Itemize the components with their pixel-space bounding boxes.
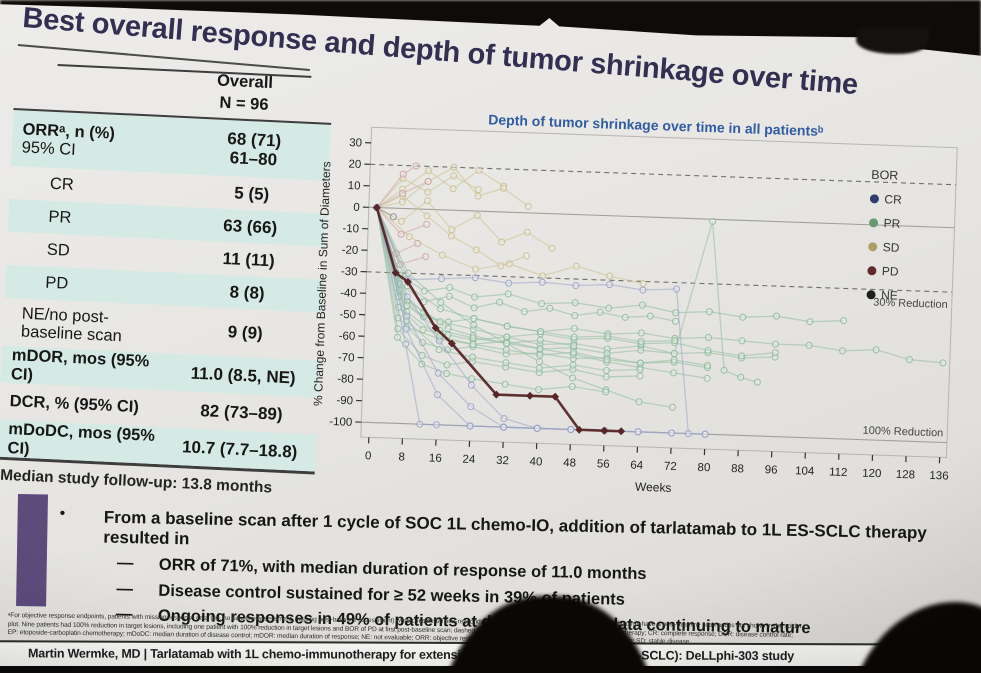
y-tick-label: -40: [340, 287, 357, 300]
reference-line: [366, 271, 953, 293]
legend-dot: [869, 194, 879, 204]
y-tick-label: 10: [348, 180, 361, 192]
legend-dot: [869, 218, 879, 228]
x-tick-label: 24: [462, 454, 476, 466]
legend-dot: [866, 290, 876, 300]
x-tick-label: 40: [529, 456, 542, 468]
x-tick-label: 48: [563, 457, 576, 469]
reference-line-label: 30% Reduction: [873, 296, 948, 311]
y-tick-label: -20: [341, 244, 358, 257]
y-tick-label: -30: [341, 266, 358, 279]
bullet-sub-text: ORR of 71%, with median duration of resp…: [158, 555, 647, 584]
x-tick-label: 104: [795, 465, 815, 478]
chart-frame: [360, 126, 958, 459]
reference-line: [368, 206, 955, 229]
x-tick-label: 32: [496, 455, 509, 467]
y-tick-label: 0: [353, 202, 360, 214]
table-header-n: N = 96: [219, 93, 269, 114]
bullet-main-text: From a baseline scan after 1 cycle of SO…: [103, 507, 927, 549]
x-tick-label: 64: [630, 459, 644, 471]
legend-label: NE: [881, 288, 898, 303]
x-tick-label: 72: [664, 461, 677, 473]
table-body: ORRᵃ, n (%) 95% CI 68 (71) 61–80 CR 5 (5) PR 63…: [0, 109, 332, 475]
legend-dot: [867, 266, 877, 276]
series-line: [373, 204, 709, 438]
x-tick-label: 128: [896, 469, 916, 482]
legend-label: PD: [882, 264, 899, 279]
y-tick-label: -90: [336, 395, 353, 408]
x-tick-label: 16: [429, 452, 442, 464]
x-tick-label: 136: [929, 470, 949, 483]
x-tick-label: 112: [829, 466, 848, 479]
series-line: [373, 177, 432, 212]
x-tick-label: 96: [764, 464, 777, 476]
legend-title: BOR: [871, 168, 899, 183]
reference-line: [370, 163, 956, 186]
x-tick-label: 56: [597, 458, 610, 470]
y-tick-label: -10: [342, 223, 359, 236]
y-tick-label: -70: [338, 352, 355, 365]
chart-svg: 30% Reduction 100% Reduction 30 20 10 0 -10 -20…: [311, 126, 958, 495]
x-tick-label: 88: [731, 463, 744, 475]
footer-author-title: Martin Wermke, MD | Tarlatamab with 1L c…: [27, 646, 489, 662]
y-axis-label: % Change from Baseline in Sum of Diamete…: [311, 161, 334, 406]
legend-label: PR: [883, 216, 900, 231]
y-tick-label: -50: [339, 309, 356, 322]
y-tick-label: -100: [329, 416, 352, 429]
legend-label: SD: [883, 240, 900, 255]
tumor-shrinkage-chart: Depth of tumor shrinkage over time in al…: [303, 95, 981, 518]
bullet-dot: •: [59, 504, 66, 522]
y-tick-label: 20: [348, 159, 361, 171]
x-axis-label: Weeks: [635, 480, 672, 495]
median-line: [372, 203, 626, 436]
x-tick-label: 80: [697, 462, 710, 474]
y-tick-label: -80: [337, 373, 354, 386]
legend-label: CR: [884, 192, 902, 207]
y-tick-label: 30: [349, 137, 362, 149]
bullet-dash: —: [116, 579, 134, 598]
x-tick-label: 8: [398, 451, 405, 463]
y-tick-label: -60: [338, 330, 355, 343]
legend-dot: [868, 242, 878, 252]
x-tick-label: 120: [862, 468, 882, 481]
bullet-dash: —: [116, 553, 134, 573]
reference-line-label: 100% Reduction: [862, 425, 943, 440]
response-table: Overall N = 96 ORRᵃ, n (%) 95% CI 68 (71) 6…: [0, 56, 334, 500]
series-line: [373, 204, 679, 346]
chart-legend: BOR CR PR SD PD NE: [866, 168, 902, 303]
x-tick-label: 0: [365, 450, 372, 462]
